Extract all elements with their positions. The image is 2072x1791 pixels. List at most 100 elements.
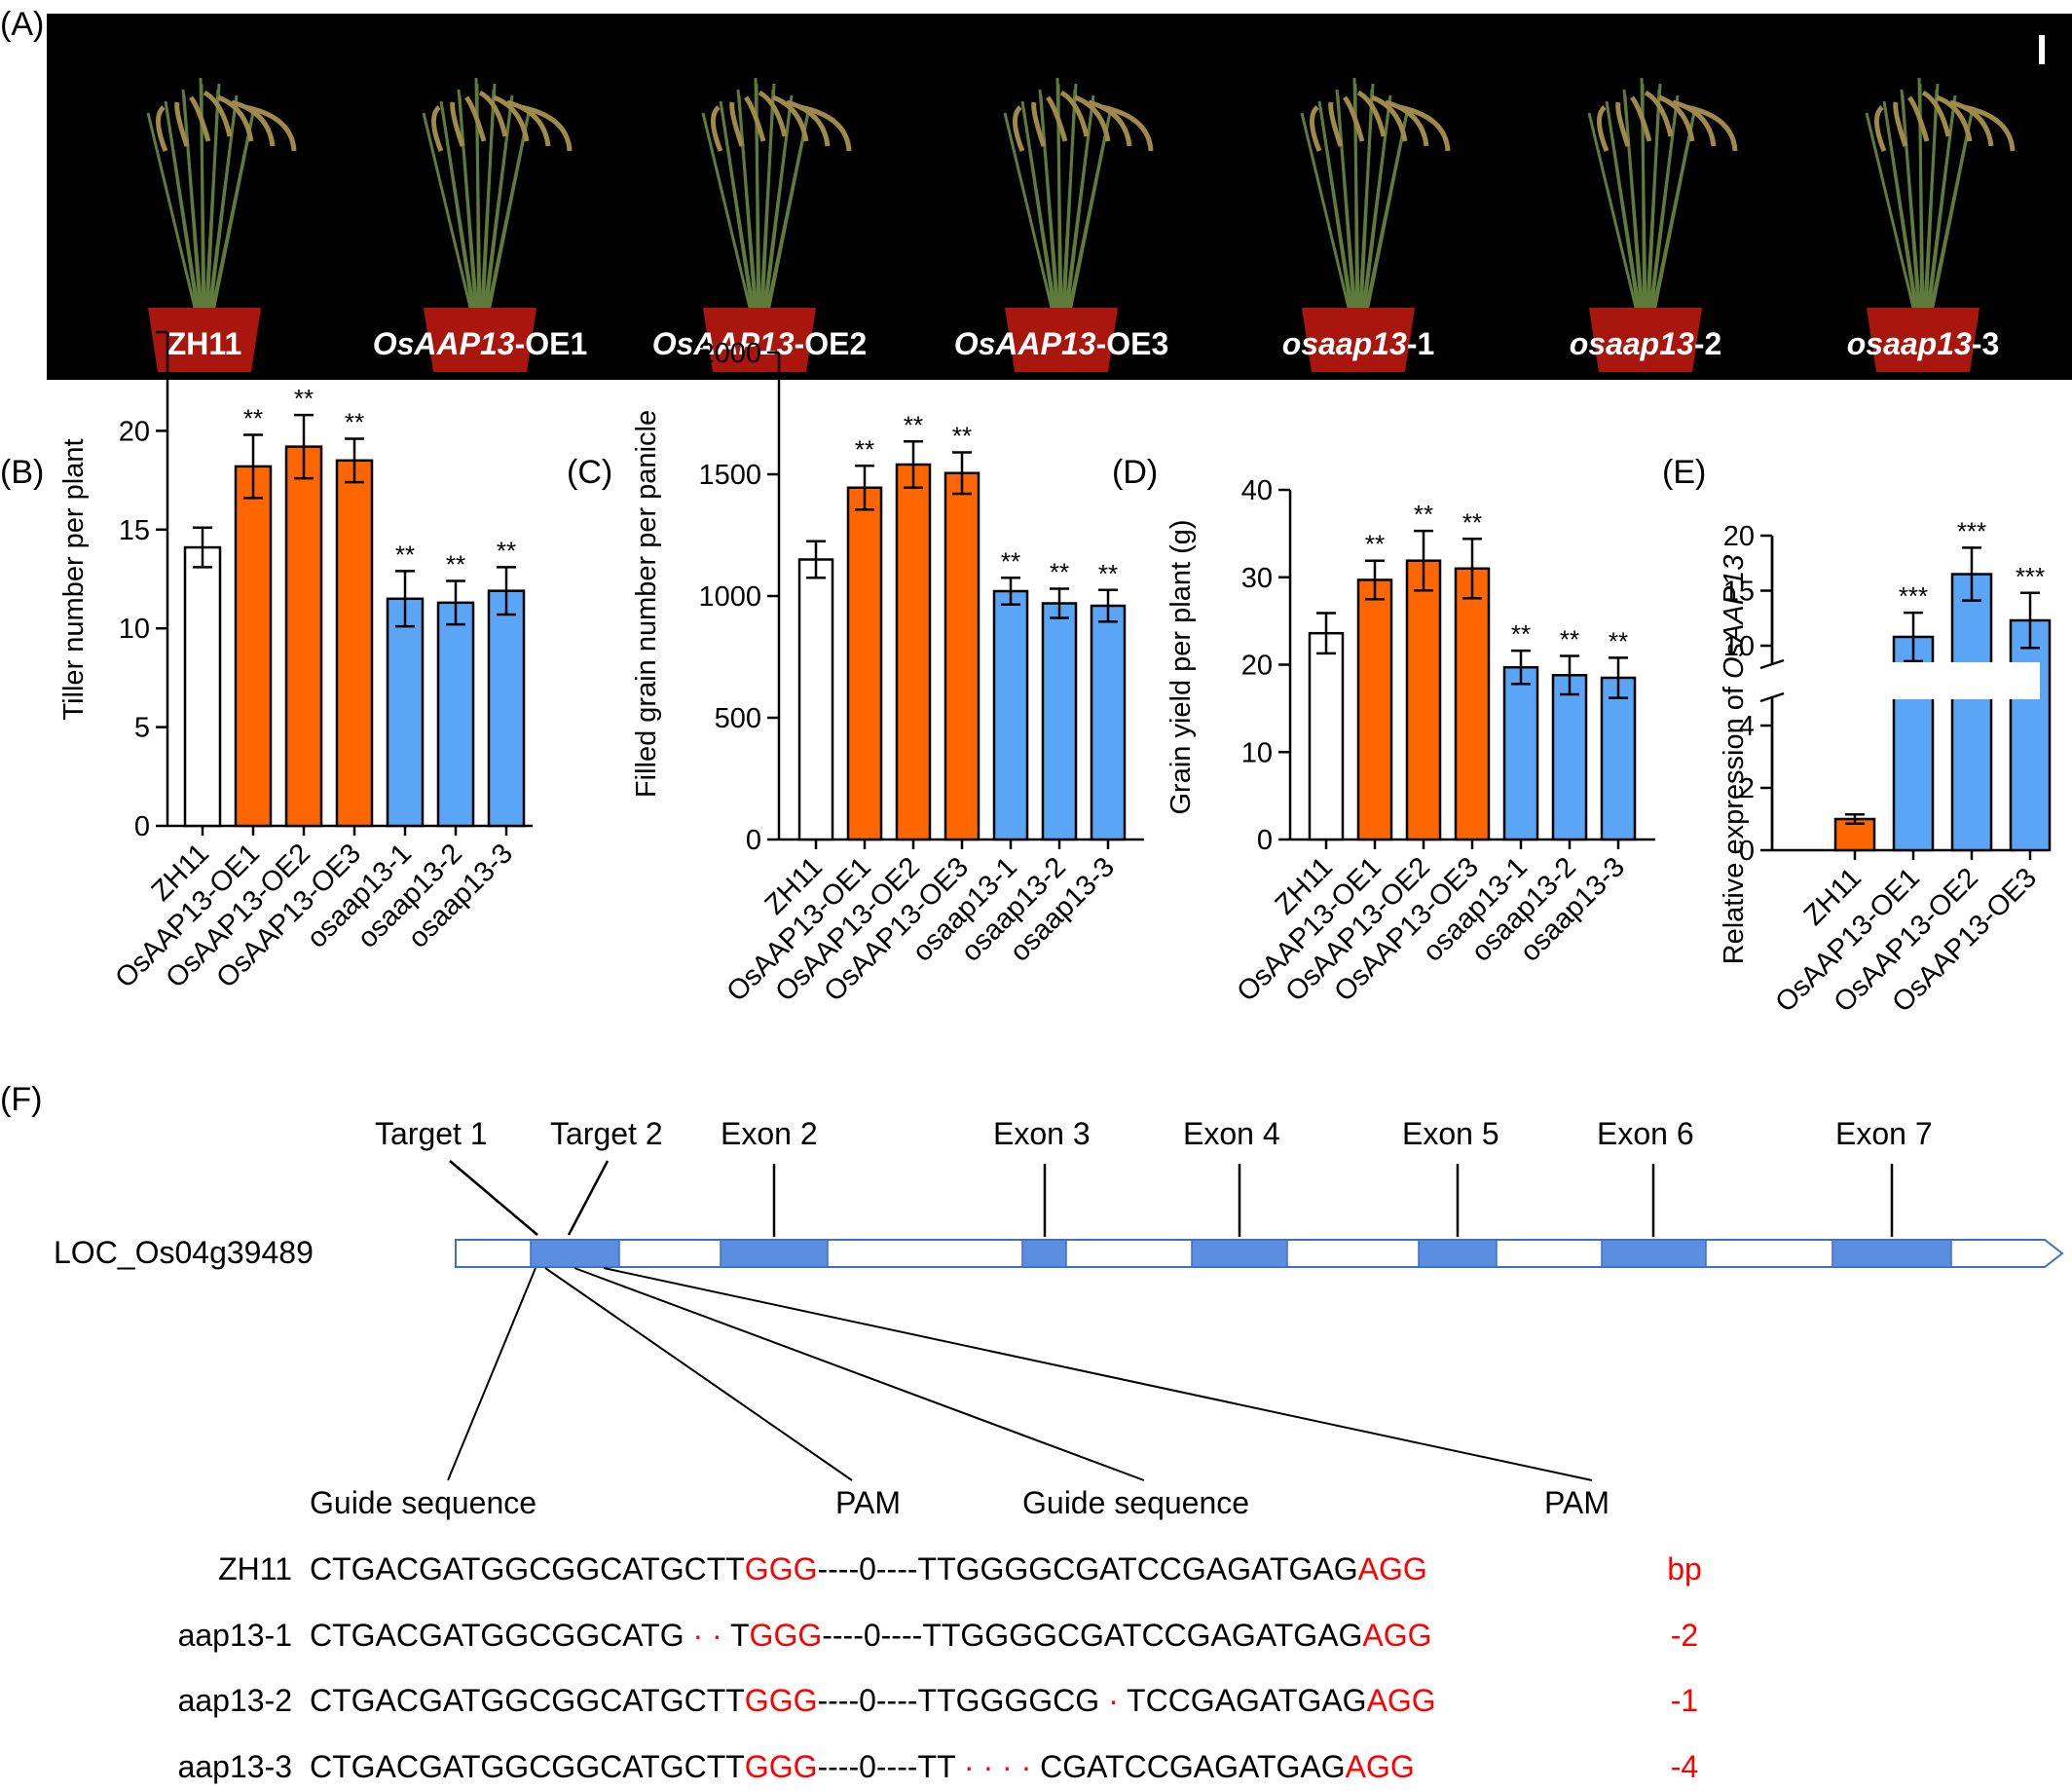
- bar: [1308, 631, 1345, 841]
- plant-label-italic: OsAAP13: [373, 326, 515, 361]
- bar: [386, 597, 425, 828]
- panicle: [743, 95, 766, 142]
- panicle: [799, 104, 852, 152]
- y-tick-label: 10: [119, 614, 150, 645]
- y-tick-label: 15: [1723, 577, 1755, 608]
- y-tick-label: 20: [119, 416, 150, 447]
- plant-label-suffix: -2: [1694, 326, 1721, 361]
- panicle: [1310, 105, 1322, 152]
- significance-label: **: [855, 434, 874, 464]
- spacer: ----0----: [817, 1551, 917, 1586]
- y-tick-label: 10: [1723, 631, 1755, 662]
- panicle: [1101, 104, 1154, 152]
- y-tick-label: 0: [1257, 825, 1273, 856]
- bar: [2009, 618, 2052, 852]
- panicle: [1629, 95, 1652, 142]
- plant-stem: [484, 100, 513, 313]
- y-tick-label: 1500: [698, 460, 761, 491]
- sequence-text: CTGACGATGGCGGCATGCTTGGG----0----TTGGGGCG…: [310, 1551, 1427, 1586]
- panicle: [244, 104, 297, 152]
- plant-stem: [1882, 100, 1919, 313]
- bar: [335, 459, 374, 828]
- feature-pointer: [567, 1160, 610, 1236]
- feature-label-1: Target 1: [375, 1116, 488, 1151]
- plant-stem: [481, 89, 496, 313]
- pam-label-1: PAM: [835, 1485, 901, 1520]
- bar: [1454, 567, 1491, 841]
- y-tick-label: 1000: [698, 581, 761, 613]
- spacer: ----0----: [817, 1683, 917, 1718]
- panel-label: (E): [1662, 454, 1706, 491]
- panicle: [1949, 99, 1994, 147]
- panel-label: (D): [1112, 454, 1158, 491]
- feature-label-3: Exon 2: [721, 1116, 818, 1151]
- y-axis-label: Grain yield per plant (g): [1166, 519, 1197, 814]
- gene-model: Target 1 Target 2 Exon 2 Exon 3 Exon 4 Exon 5…: [375, 1116, 2064, 1481]
- deletion: · ·: [684, 1618, 730, 1653]
- panicle: [1059, 90, 1090, 137]
- panicle: [1342, 95, 1365, 142]
- bar: [1551, 674, 1588, 841]
- bar: [1090, 604, 1127, 841]
- panel-label: (B): [0, 454, 44, 491]
- panicle: [1074, 94, 1111, 142]
- panicle: [431, 105, 444, 152]
- sequence-row: ZH11 CTGACGATGGCGGCATGCTTGGG----0----TTGG…: [218, 1551, 1702, 1586]
- plant-stem: [146, 112, 198, 313]
- plant-1: ZH11: [146, 77, 297, 372]
- exon-3: [1021, 1239, 1067, 1268]
- panel-f-label: (F): [0, 1081, 42, 1118]
- significance-label: **: [1462, 507, 1482, 537]
- bar: [797, 558, 834, 841]
- plant-label-italic: OsAAP13: [954, 326, 1096, 361]
- target-pointer: [574, 1267, 1145, 1481]
- panel-a-label: (A): [0, 6, 44, 43]
- plant-stem: [1900, 89, 1922, 313]
- guide-2: TCCGAGATGAG: [1127, 1683, 1367, 1718]
- panicle: [463, 95, 487, 142]
- plant-stem: [1865, 112, 1916, 313]
- bar: [1356, 578, 1393, 841]
- sequence-text: CTGACGATGGCGGCATGCTTGGG----0----TT · · ·…: [310, 1749, 1415, 1784]
- plant-label-italic: OsAAP13: [652, 326, 795, 361]
- y-tick-label: 5: [134, 713, 150, 744]
- pam-2: AGG: [1362, 1618, 1431, 1653]
- guide-sequence-label-1: Guide sequence: [310, 1485, 536, 1520]
- panicle: [450, 101, 465, 147]
- plant-4: OsAAP13-OE3: [954, 77, 1168, 372]
- y-tick-label: 500: [715, 703, 761, 734]
- y-tick-label: 40: [1241, 475, 1273, 506]
- indel-size: -1: [1671, 1683, 1698, 1718]
- spacer: ----0----: [817, 1749, 917, 1784]
- panicle: [1921, 90, 1951, 137]
- plant-stem: [1335, 89, 1357, 313]
- guide-2: TTGGGGCG: [918, 1683, 1100, 1718]
- plant-stem: [766, 112, 810, 313]
- bar: [487, 589, 526, 828]
- exon-6: [1601, 1239, 1707, 1268]
- panicle: [203, 90, 233, 137]
- significance-label: **: [294, 384, 314, 413]
- plant-stem: [1365, 112, 1409, 313]
- panicle: [1031, 101, 1047, 147]
- bar: [1600, 676, 1637, 841]
- panicle: [758, 90, 788, 137]
- bar: [1502, 665, 1539, 841]
- plant-label-suffix: -OE2: [795, 326, 868, 361]
- feature-label-8: Exon 7: [1835, 1116, 1933, 1151]
- bar: [992, 589, 1029, 841]
- y-tick-label: 25: [119, 317, 150, 349]
- significance-label: **: [1098, 559, 1118, 588]
- panicle: [1398, 104, 1451, 152]
- row-name: ZH11: [218, 1551, 292, 1586]
- bar: [183, 545, 222, 828]
- feature-label-2: Target 2: [550, 1116, 663, 1151]
- plant-stem: [1359, 89, 1374, 313]
- plant-label-suffix: -1: [1407, 326, 1434, 361]
- y-tick-label: 0: [746, 825, 761, 856]
- exon-5: [1418, 1239, 1498, 1268]
- panicle: [174, 101, 190, 147]
- panicle: [231, 99, 276, 147]
- panicle: [1874, 105, 1887, 152]
